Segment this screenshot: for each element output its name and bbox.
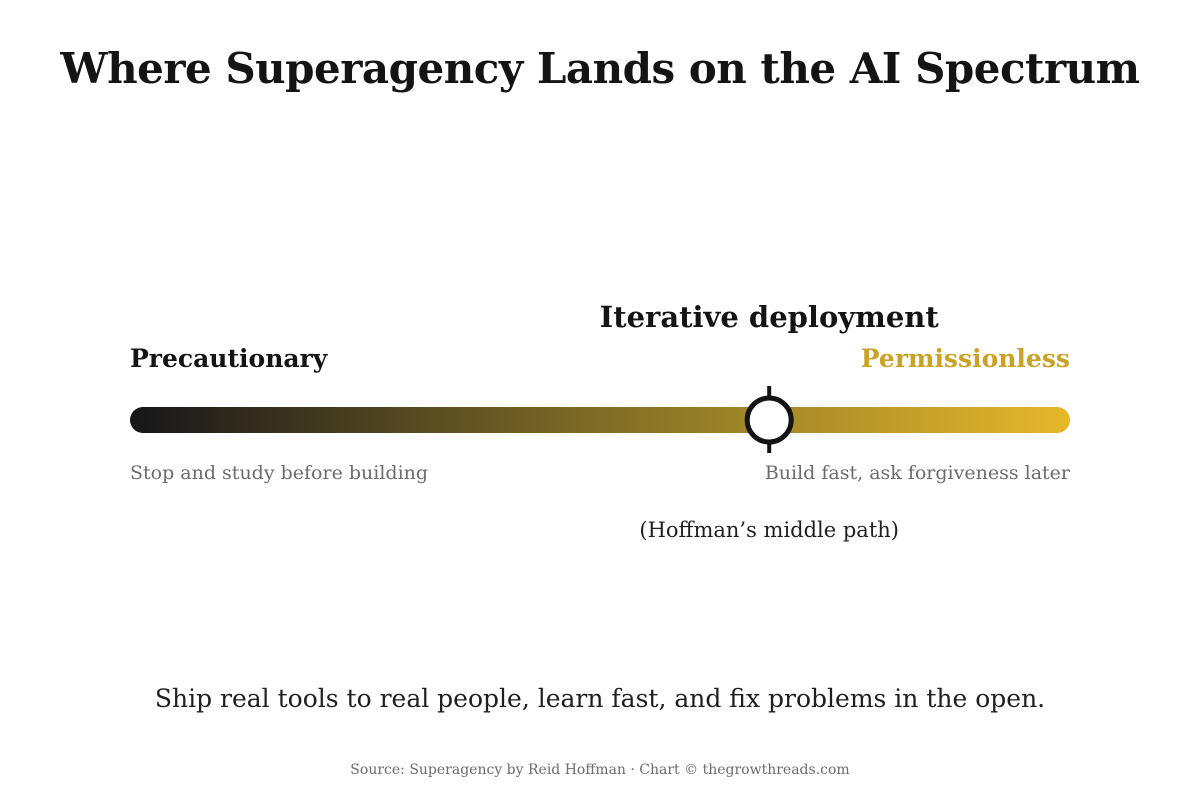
marker-note: (Hoffman’s middle path) (639, 518, 899, 542)
page-title: Where Superagency Lands on the AI Spectr… (60, 44, 1140, 93)
left-end-description: Stop and study before building (130, 462, 429, 484)
spectrum-marker (744, 386, 794, 453)
left-end-label: Precautionary (130, 344, 328, 373)
tagline: Ship real tools to real people, learn fa… (154, 684, 1046, 713)
marker-label: Iterative deployment (599, 300, 939, 334)
source-credit: Source: Superagency by Reid Hoffman · Ch… (350, 762, 850, 778)
right-end-label: Permissionless (860, 344, 1070, 373)
right-end-description: Build fast, ask forgiveness later (764, 462, 1070, 484)
spectrum-track (130, 407, 1070, 433)
